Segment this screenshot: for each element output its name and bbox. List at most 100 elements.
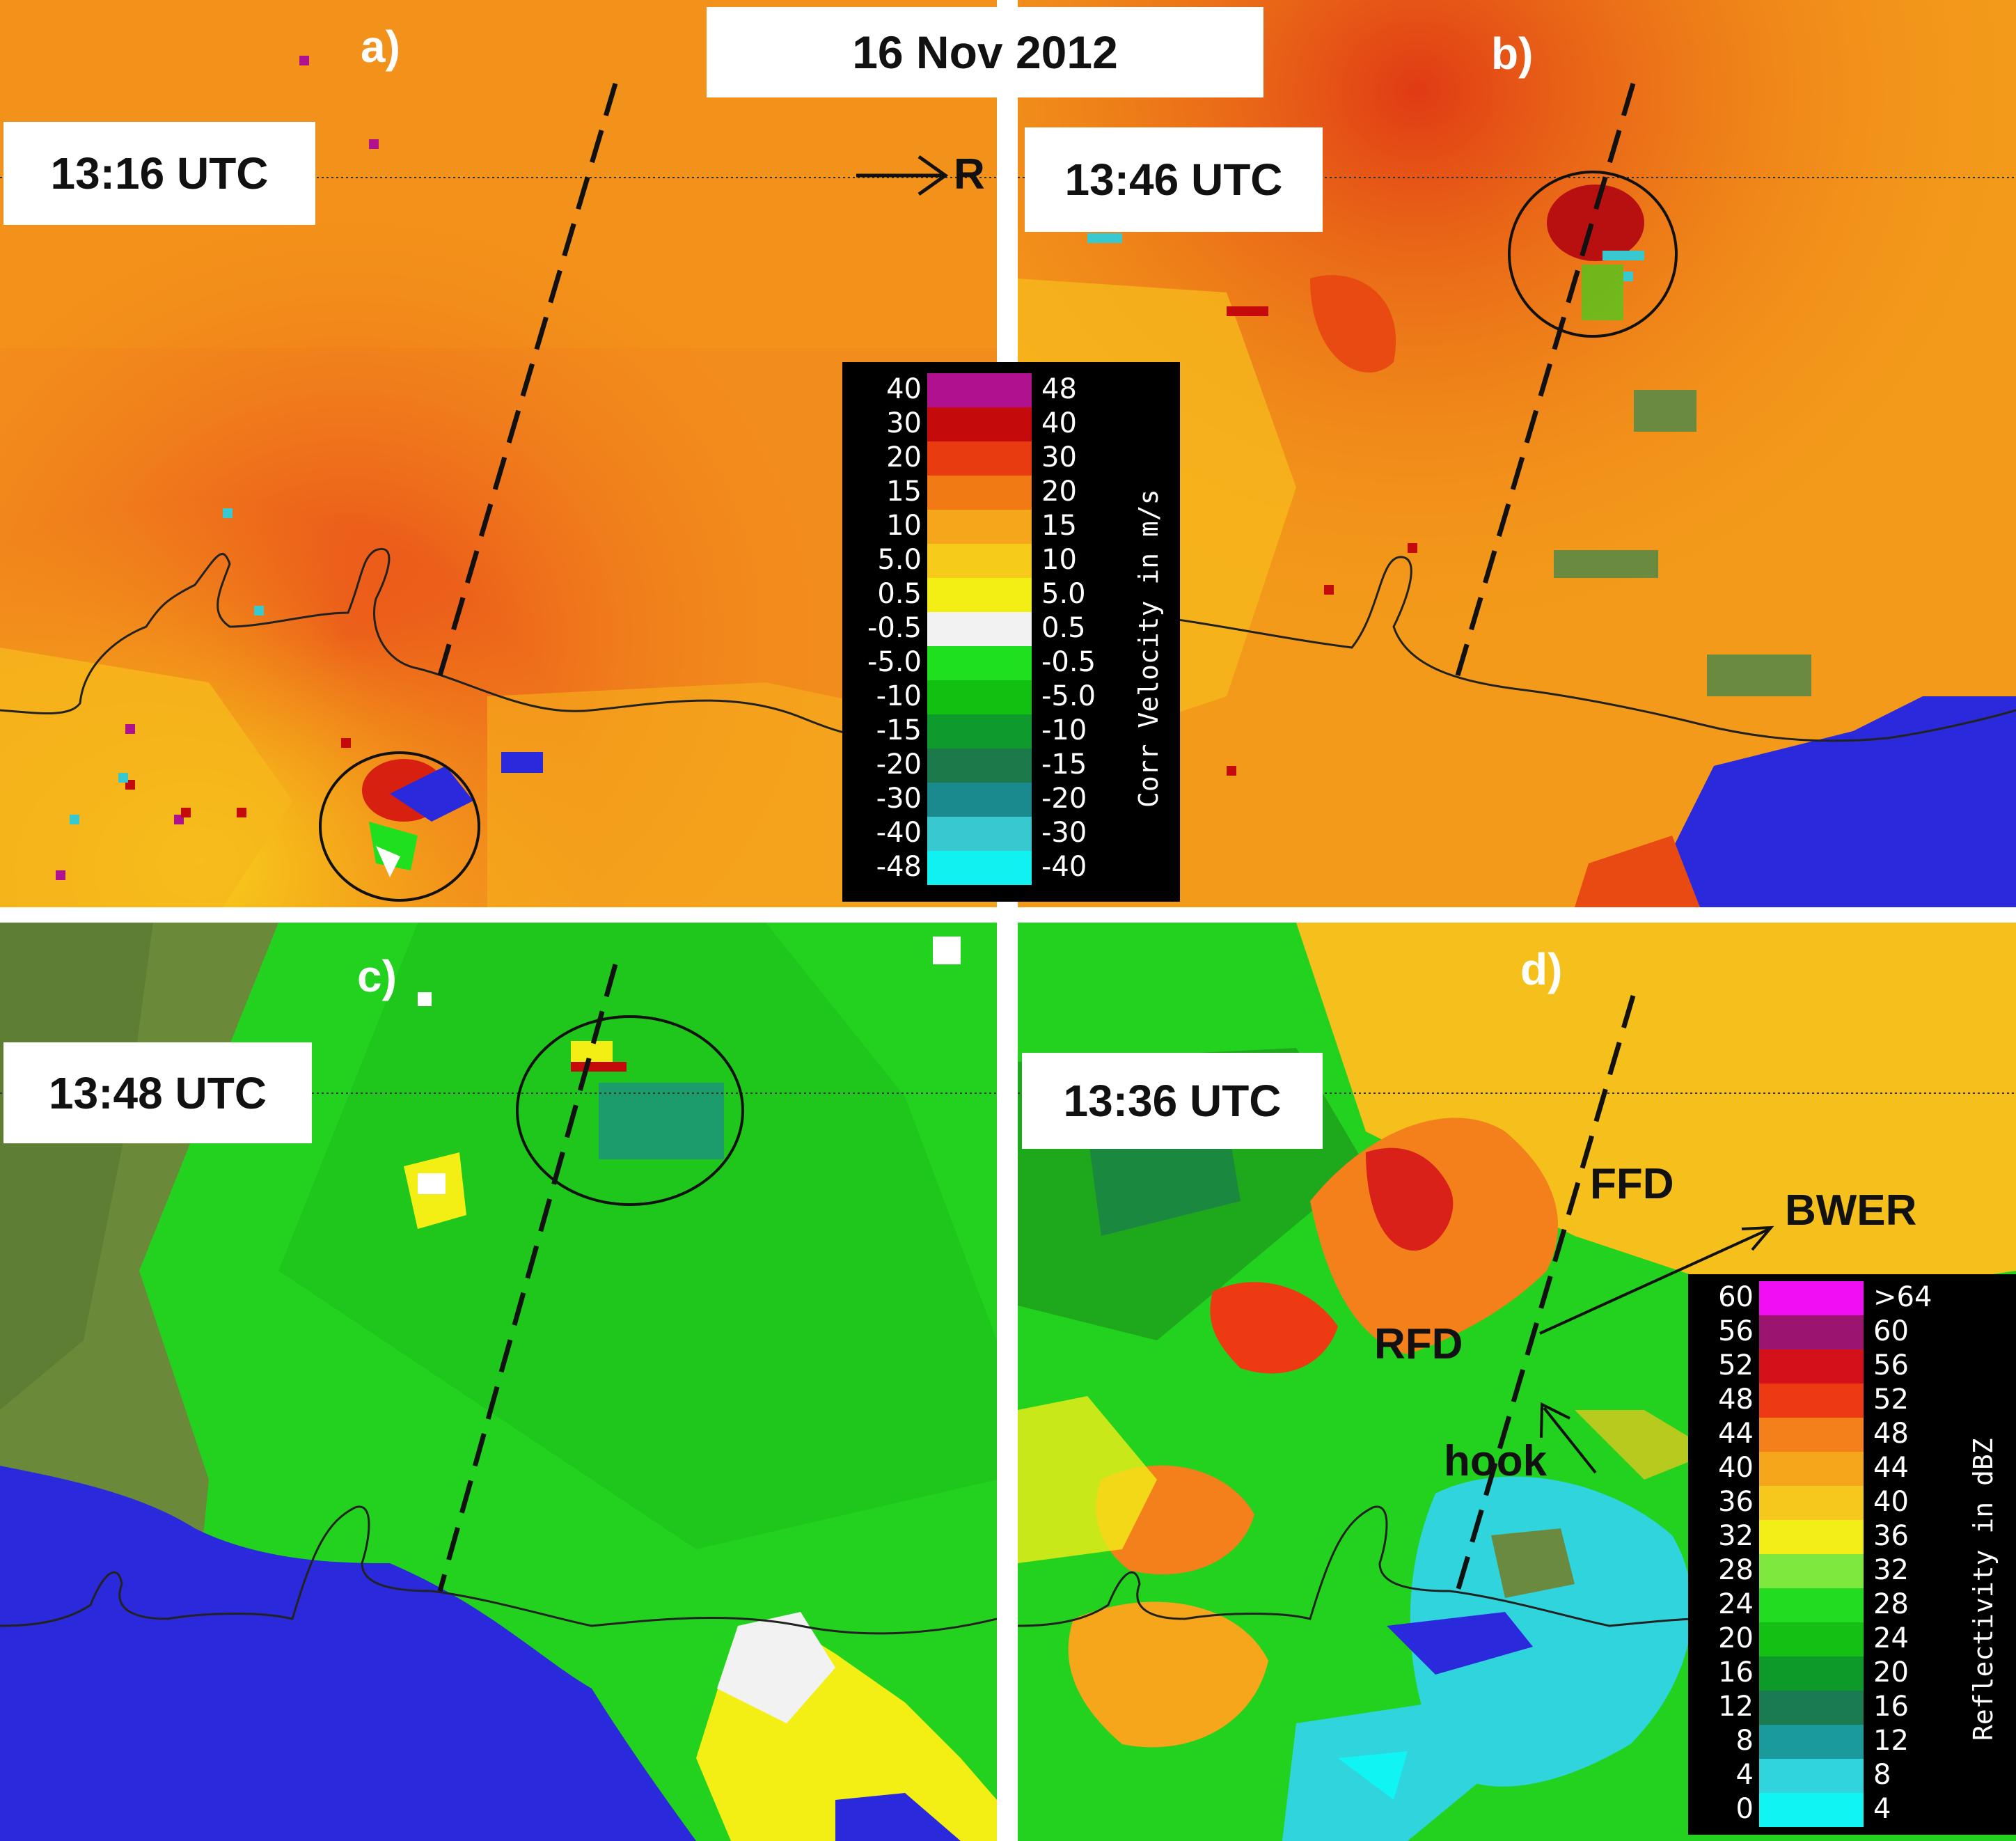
colorbar-tick-label: 48 bbox=[1718, 1384, 1754, 1416]
colorbar-swatch bbox=[927, 817, 1032, 851]
panel-c-radar-image bbox=[0, 923, 997, 1841]
panel-c-reflectivity-like: 13:48 UTC c) bbox=[0, 923, 997, 1841]
colorbar-tick-label: 10 bbox=[1041, 544, 1077, 576]
colorbar-swatch bbox=[927, 612, 1032, 646]
colorbar-tick-label: 56 bbox=[1873, 1349, 1909, 1381]
colorbar-tick-label: 15 bbox=[886, 476, 922, 508]
colorbar-tick-label: -20 bbox=[1041, 783, 1087, 815]
colorbar-tick-label: -10 bbox=[876, 680, 922, 712]
colorbar-swatch bbox=[1759, 1452, 1864, 1486]
colorbar-swatch bbox=[1759, 1622, 1864, 1656]
separator-horizontal bbox=[0, 907, 2016, 923]
colorbar-tick-label: -0.5 bbox=[867, 612, 922, 644]
colorbar-swatch bbox=[1759, 1418, 1864, 1452]
colorbar-tick-label: -40 bbox=[876, 817, 922, 849]
colorbar-swatch bbox=[1759, 1349, 1864, 1384]
colorbar-tick-label: 20 bbox=[1041, 476, 1077, 508]
colorbar-tick-label: -10 bbox=[1041, 714, 1087, 746]
colorbar-swatch bbox=[1759, 1554, 1864, 1588]
colorbar-swatch bbox=[1759, 1759, 1864, 1793]
colorbar-tick-label: -5.0 bbox=[867, 646, 922, 678]
panel-a-time-label: 13:16 UTC bbox=[3, 122, 315, 225]
panel-a-letter: a) bbox=[361, 22, 400, 72]
panel-d-letter: d) bbox=[1520, 944, 1563, 994]
colorbar-swatch bbox=[1759, 1281, 1864, 1315]
colorbar-swatch bbox=[927, 407, 1032, 441]
colorbar-tick-label: 30 bbox=[1041, 441, 1077, 473]
colorbar-tick-label: 40 bbox=[1873, 1486, 1909, 1518]
colorbar-tick-label: 4 bbox=[1873, 1793, 1891, 1825]
colorbar-tick-label: 60 bbox=[1718, 1281, 1754, 1313]
colorbar-tick-label: -30 bbox=[1041, 817, 1087, 849]
colorbar-swatch bbox=[1759, 1384, 1864, 1418]
panel-c-time-label: 13:48 UTC bbox=[3, 1042, 312, 1143]
colorbar-tick-label: 24 bbox=[1718, 1588, 1754, 1620]
colorbar-tick-label: 12 bbox=[1718, 1691, 1754, 1723]
colorbar-swatch bbox=[1759, 1725, 1864, 1759]
colorbar-swatch bbox=[1759, 1656, 1864, 1691]
radar-location-label: R bbox=[954, 150, 985, 198]
colorbar-tick-label: 52 bbox=[1873, 1384, 1909, 1416]
colorbar-tick-label: 44 bbox=[1718, 1418, 1754, 1450]
panel-b-letter: b) bbox=[1491, 29, 1534, 79]
colorbar-swatch bbox=[927, 544, 1032, 578]
colorbar-tick-label: 48 bbox=[1873, 1418, 1909, 1450]
colorbar-swatch bbox=[927, 578, 1032, 612]
colorbar-tick-label: >64 bbox=[1873, 1281, 1932, 1313]
colorbar-swatch bbox=[927, 373, 1032, 407]
colorbar-tick-label: 8 bbox=[1735, 1725, 1754, 1757]
colorbar-tick-label: 5.0 bbox=[1041, 578, 1086, 610]
colorbar-tick-label: 16 bbox=[1873, 1691, 1909, 1723]
colorbar-tick-label: 28 bbox=[1718, 1554, 1754, 1586]
ffd-label: FFD bbox=[1590, 1160, 1674, 1208]
hook-label: hook bbox=[1444, 1437, 1548, 1485]
colorbar-swatch bbox=[1759, 1588, 1864, 1622]
colorbar-tick-label: 4 bbox=[1735, 1759, 1754, 1791]
colorbar-tick-label: 20 bbox=[886, 441, 922, 473]
velocity-colorbar: 40 30 20 15 10 5.0 0.5 -0.5 -5.0 -10 -15 -20 -30 -40-… bbox=[842, 362, 1180, 902]
colorbar-swatch bbox=[1759, 1793, 1864, 1827]
colorbar-tick-label: 28 bbox=[1873, 1588, 1909, 1620]
colorbar-tick-label: 56 bbox=[1718, 1315, 1754, 1347]
colorbar-swatch bbox=[927, 441, 1032, 476]
panel-b-time-label: 13:46 UTC bbox=[1025, 127, 1323, 232]
colorbar-tick-label: 40 bbox=[886, 373, 922, 405]
colorbar-tick-label: -48 bbox=[876, 851, 922, 883]
colorbar-tick-label: -40 bbox=[1041, 851, 1087, 883]
date-title: 16 Nov 2012 bbox=[707, 7, 1263, 97]
colorbar-tick-label: 30 bbox=[886, 407, 922, 439]
colorbar-tick-label: 44 bbox=[1873, 1452, 1909, 1484]
colorbar-tick-label: 32 bbox=[1873, 1554, 1909, 1586]
colorbar-tick-label: 24 bbox=[1873, 1622, 1909, 1654]
colorbar-tick-label: 20 bbox=[1718, 1622, 1754, 1654]
colorbar-tick-label: -5.0 bbox=[1041, 680, 1096, 712]
colorbar-tick-label: 60 bbox=[1873, 1315, 1909, 1347]
colorbar-tick-label: 0.5 bbox=[877, 578, 922, 610]
colorbar-tick-label: 15 bbox=[1041, 510, 1077, 542]
colorbar-swatch bbox=[927, 680, 1032, 714]
colorbar-tick-label: 10 bbox=[886, 510, 922, 542]
colorbar-tick-label: 40 bbox=[1718, 1452, 1754, 1484]
colorbar-tick-label: 36 bbox=[1718, 1486, 1754, 1518]
colorbar-swatch bbox=[1759, 1486, 1864, 1520]
colorbar-swatch bbox=[1759, 1520, 1864, 1554]
colorbar-tick-label: -15 bbox=[876, 714, 922, 746]
colorbar-tick-label: 5.0 bbox=[877, 544, 922, 576]
colorbar-swatch bbox=[1759, 1315, 1864, 1349]
panel-c-letter: c) bbox=[357, 951, 397, 1001]
colorbar-tick-label: 32 bbox=[1718, 1520, 1754, 1552]
colorbar-tick-label: 8 bbox=[1873, 1759, 1891, 1791]
colorbar-tick-label: 20 bbox=[1873, 1656, 1909, 1689]
panel-d-time-label: 13:36 UTC bbox=[1022, 1053, 1323, 1149]
colorbar-swatch bbox=[927, 749, 1032, 783]
colorbar-tick-label: -15 bbox=[1041, 749, 1087, 781]
reflectivity-colorbar: 60 56 52 48 44 40 36 32 28 24 20 16 12 8 4 0 >64 60 56 52 4… bbox=[1688, 1274, 2016, 1835]
colorbar-tick-label: 48 bbox=[1041, 373, 1077, 405]
colorbar-tick-label: 40 bbox=[1041, 407, 1077, 439]
colorbar-tick-label: 0.5 bbox=[1041, 612, 1086, 644]
colorbar-tick-label: 16 bbox=[1718, 1656, 1754, 1689]
panel-d-reflectivity: 13:36 UTC d) FFD BWER RFD hook bbox=[1018, 923, 2016, 1841]
colorbar-tick-label: 0 bbox=[1735, 1793, 1754, 1825]
colorbar-swatch bbox=[927, 851, 1032, 885]
colorbar-swatch bbox=[927, 714, 1032, 749]
